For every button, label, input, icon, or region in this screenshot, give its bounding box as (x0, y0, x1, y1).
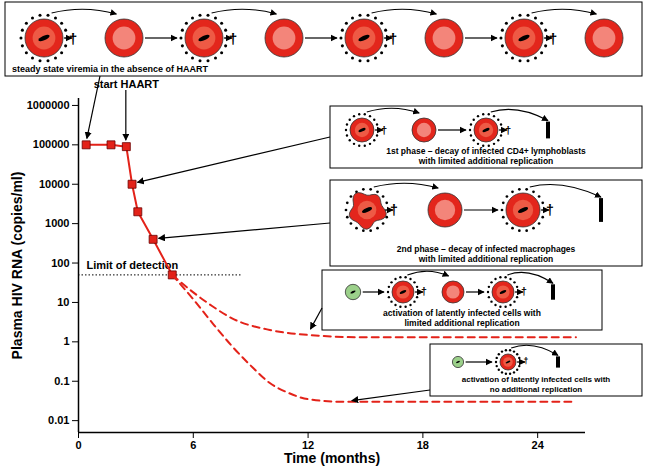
svg-text:0.01: 0.01 (48, 414, 69, 426)
svg-text:100: 100 (51, 257, 69, 269)
svg-text:†: † (524, 356, 529, 366)
svg-text:†: † (389, 30, 398, 47)
svg-text:no additional replication: no additional replication (490, 385, 583, 394)
svg-text:18: 18 (417, 439, 429, 451)
svg-text:†: † (229, 30, 238, 47)
svg-text:†: † (505, 124, 511, 136)
svg-text:1st phase – decay of infected: 1st phase – decay of infected CD4+ lymph… (386, 146, 586, 156)
svg-text:†: † (69, 30, 78, 47)
svg-text:†: † (521, 285, 527, 297)
svg-text:100000: 100000 (33, 138, 70, 150)
svg-text:with limited additional replic: with limited additional replication (418, 254, 554, 264)
svg-text:0.1: 0.1 (54, 375, 69, 387)
svg-text:24: 24 (532, 439, 545, 451)
svg-text:activation of latently infecte: activation of latently infected cells wi… (462, 375, 611, 384)
svg-text:†: † (390, 202, 398, 218)
svg-text:Plasma HIV RNA (copies/ml): Plasma HIV RNA (copies/ml) (9, 172, 25, 360)
svg-text:†: † (549, 30, 558, 47)
svg-text:1: 1 (63, 335, 69, 347)
svg-text:†: † (546, 202, 554, 218)
svg-text:†: † (381, 124, 387, 136)
svg-text:1000000: 1000000 (27, 99, 70, 111)
svg-text:10000: 10000 (39, 178, 70, 190)
svg-text:start HAART: start HAART (94, 78, 160, 90)
svg-text:2nd phase – decay of infected: 2nd phase – decay of infected macrophage… (397, 244, 576, 254)
svg-text:steady state viremia in the ab: steady state viremia in the absence of H… (12, 64, 209, 74)
svg-text:Limit of detection: Limit of detection (86, 259, 179, 272)
svg-text:10: 10 (57, 296, 69, 308)
svg-text:activation of latently infecte: activation of latently infected cells wi… (383, 308, 541, 318)
svg-text:1000: 1000 (45, 217, 69, 229)
svg-text:†: † (421, 285, 427, 297)
svg-text:0: 0 (75, 439, 81, 451)
svg-text:12: 12 (302, 439, 315, 452)
svg-text:limited additional replication: limited additional replication (404, 318, 519, 328)
svg-text:Time (months): Time (months) (284, 450, 380, 466)
svg-text:with limited additional replic: with limited additional replication (418, 156, 554, 166)
svg-text:6: 6 (190, 439, 196, 451)
